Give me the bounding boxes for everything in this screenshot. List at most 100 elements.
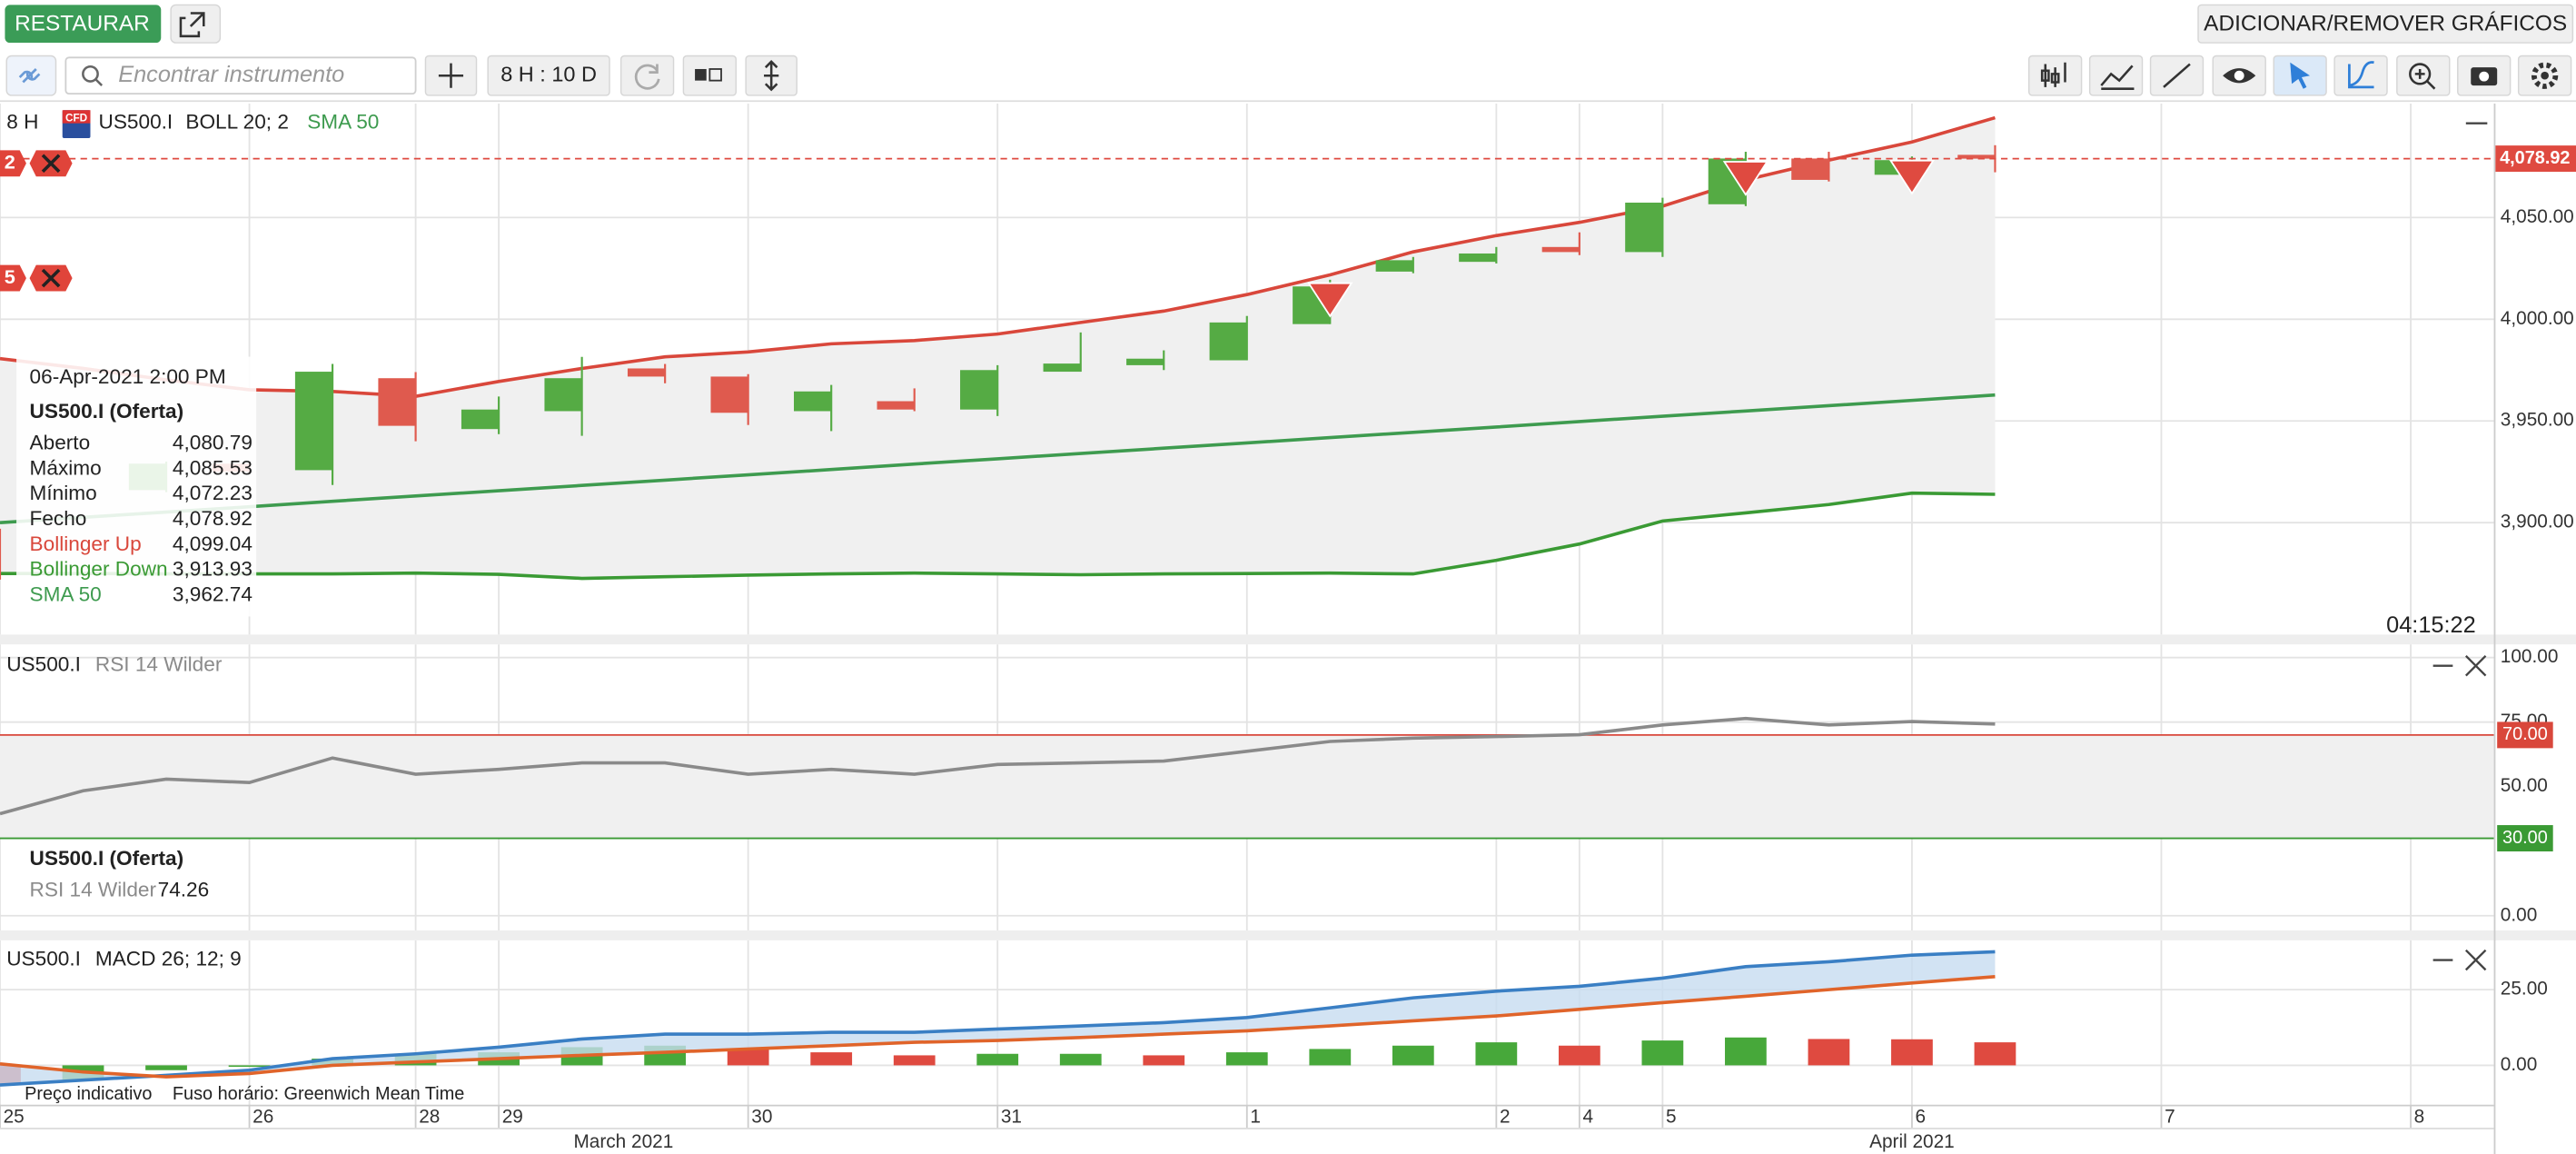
candle-body — [794, 391, 832, 412]
indicator: MACD 26; 12; 9 — [95, 947, 242, 970]
tooltip-label: Mínimo — [30, 482, 97, 504]
level-label: 70.00 — [2502, 724, 2548, 744]
histogram-bar — [1475, 1042, 1518, 1066]
tooltip-label: Bollinger Down — [30, 558, 168, 581]
tooltip-value: 4,099.04 — [173, 532, 253, 555]
y-tick-label: 4,050.00 — [2501, 206, 2574, 227]
scale-button[interactable] — [745, 55, 798, 96]
right-tools[interactable] — [2027, 55, 2572, 96]
restore-label: RESTAURAR — [15, 12, 150, 36]
sell-marker — [1722, 161, 1769, 196]
tooltip-value: 3,913.93 — [173, 558, 253, 581]
symbol: US500.I — [6, 653, 81, 676]
price-plot — [0, 103, 2494, 635]
panel-separator — [0, 634, 2576, 645]
y-tick-label: 50.00 — [2501, 775, 2548, 796]
tooltip-label: Fecho — [30, 507, 87, 530]
candle-body — [294, 372, 333, 471]
x-tick-label: 2 — [1500, 1107, 1511, 1128]
macd-line — [0, 950, 1996, 1087]
x-tick-label: 26 — [253, 1107, 273, 1128]
search-box[interactable]: Encontrar instrumento — [64, 56, 417, 95]
candle-body — [1209, 322, 1247, 361]
y-tick-label: 3,900.00 — [2501, 512, 2574, 532]
level-label: 30.00 — [2502, 828, 2548, 848]
tooltip-value: 4,080.79 — [173, 431, 253, 453]
y-tick-label: 0.00 — [2501, 904, 2537, 925]
x-tick-label: 28 — [419, 1107, 440, 1128]
x-tick-label: 4 — [1582, 1107, 1593, 1128]
histogram-bar — [1392, 1045, 1434, 1066]
order-cancel[interactable] — [29, 150, 73, 177]
order-cancel-icon — [41, 268, 61, 288]
candle-body — [1043, 363, 1081, 373]
candle-body — [1791, 158, 1829, 180]
histogram-bar — [1558, 1045, 1600, 1066]
y-tick-label: 0.00 — [2501, 1054, 2537, 1075]
order-cancel[interactable] — [29, 264, 73, 292]
tooltip-label: Bollinger Up — [30, 532, 142, 555]
tooltip-value: 4,085.53 — [173, 456, 253, 479]
candle-body — [877, 401, 915, 410]
footer-note: Fuso horário: Greenwich Mean Time — [173, 1084, 464, 1104]
refresh-button[interactable] — [619, 55, 675, 96]
histogram-bar — [1143, 1055, 1185, 1066]
add-button[interactable] — [424, 55, 478, 96]
link-button[interactable] — [5, 55, 57, 96]
x-tick-label: 29 — [502, 1107, 523, 1128]
macd-plot — [0, 940, 2494, 1105]
restore-button[interactable]: RESTAURAR — [5, 5, 162, 44]
panel-controls[interactable] — [2432, 949, 2487, 971]
x-tick-label: 7 — [2165, 1107, 2175, 1128]
macd-fill — [0, 951, 1996, 1086]
tooltip-value: 74.26 — [158, 879, 210, 901]
countdown: 04:15:22 — [2386, 612, 2476, 638]
add-remove-charts-button[interactable]: ADICIONAR/REMOVER GRÁFICOS — [2197, 4, 2574, 44]
period: 8 H — [6, 111, 38, 134]
x-tick-label: 8 — [2414, 1107, 2425, 1128]
symbol: US500.I — [99, 111, 173, 134]
histogram-bar — [145, 1065, 187, 1070]
candle-body — [1541, 246, 1580, 253]
indicator: BOLL 20; 2 — [185, 111, 289, 134]
candle-body — [627, 368, 666, 377]
instrument-badge: CFD — [65, 112, 87, 124]
histogram-bar — [1641, 1040, 1684, 1066]
tooltip-title: US500.I (Oferta) — [30, 400, 184, 423]
panel-controls[interactable] — [2432, 655, 2487, 677]
bollinger-band — [0, 117, 1996, 579]
histogram-bar — [1225, 1052, 1268, 1066]
candle-body — [544, 378, 582, 412]
histogram-bar — [727, 1049, 769, 1066]
level-box — [2497, 721, 2553, 749]
histogram-bar — [1059, 1053, 1102, 1066]
month-label: March 2021 — [573, 1131, 673, 1152]
candle-body — [378, 378, 416, 426]
x-tick-label: 5 — [1666, 1107, 1677, 1128]
order-cancel-icon — [41, 154, 61, 174]
candle-body — [461, 409, 500, 430]
tooltip-label: Máximo — [30, 456, 102, 479]
indicator-line — [0, 393, 1996, 524]
sell-marker — [1307, 282, 1353, 318]
panel-separator — [0, 930, 2576, 940]
histogram-bar — [228, 1065, 271, 1068]
histogram-bar — [1974, 1042, 2016, 1066]
tooltip-label: SMA 50 — [30, 583, 102, 606]
chart-type-button[interactable] — [682, 55, 738, 96]
tooltip-value: 4,078.92 — [173, 507, 253, 530]
instrument-icon-top — [62, 110, 91, 124]
x-tick-label: 30 — [751, 1107, 772, 1128]
histogram-bar — [893, 1055, 936, 1066]
y-tick-label: 3,950.00 — [2501, 410, 2574, 431]
level-box — [2497, 825, 2553, 852]
candle-body — [1625, 203, 1663, 253]
histogram-bar — [1891, 1039, 1933, 1066]
tooltip-title: US500.I (Oferta) — [30, 847, 184, 870]
timeframe-button[interactable]: 8 H : 10 D — [487, 55, 610, 96]
histogram-bar — [1725, 1037, 1767, 1066]
popout-button[interactable] — [170, 4, 222, 44]
order-badge — [0, 150, 26, 177]
